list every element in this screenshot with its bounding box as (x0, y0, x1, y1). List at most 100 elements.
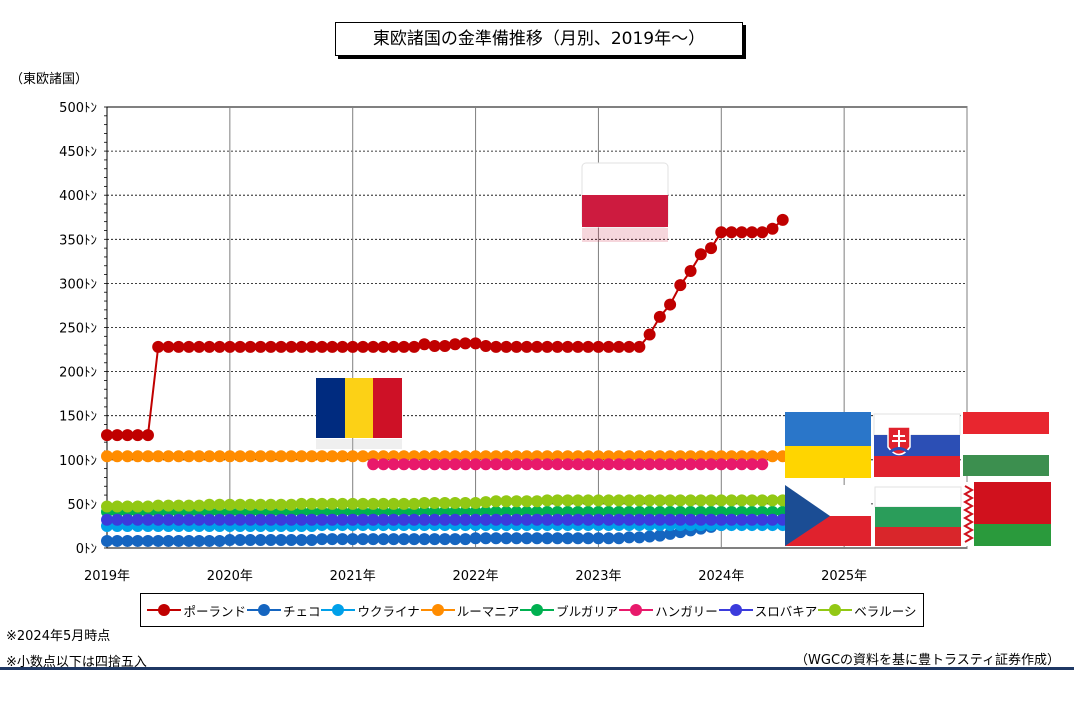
data-point (213, 450, 226, 463)
data-point (715, 513, 728, 526)
data-point (602, 532, 615, 545)
data-point (571, 340, 584, 353)
x-tick-label: 2022年 (453, 569, 499, 584)
data-point (571, 494, 584, 507)
data-point (397, 497, 410, 510)
data-point (141, 429, 154, 442)
data-point (234, 340, 247, 353)
data-point (234, 498, 247, 511)
data-point (541, 513, 554, 526)
data-point (449, 338, 462, 351)
data-point (459, 533, 472, 546)
data-point (664, 298, 677, 311)
data-point (561, 340, 574, 353)
data-point (101, 534, 113, 547)
data-point (418, 458, 431, 471)
data-point (643, 328, 656, 341)
data-point (182, 499, 195, 512)
data-point (582, 513, 595, 526)
ukraine-flag-icon (785, 412, 871, 478)
data-point (131, 500, 144, 513)
flags (316, 162, 1051, 546)
data-point (664, 458, 677, 471)
data-point (592, 458, 605, 471)
data-point (602, 513, 615, 526)
legend-swatch (619, 604, 654, 616)
data-point (459, 458, 472, 471)
x-tick-label: 2025年 (821, 569, 867, 584)
data-point (336, 340, 349, 353)
data-point (510, 513, 523, 526)
data-point (582, 532, 595, 545)
data-point (305, 534, 318, 547)
data-point (520, 340, 533, 353)
data-point (326, 497, 339, 510)
data-point (397, 533, 410, 546)
data-point (346, 533, 359, 546)
grid (104, 106, 968, 549)
czech-flag-icon (785, 485, 871, 546)
data-point (510, 458, 523, 471)
data-point (182, 340, 195, 353)
data-point (582, 458, 595, 471)
data-point (725, 494, 738, 507)
legend-swatch (147, 604, 182, 616)
data-point (428, 513, 441, 526)
data-point (346, 450, 359, 463)
data-point (551, 458, 564, 471)
data-point (264, 534, 277, 547)
data-point (735, 226, 748, 239)
data-point (469, 513, 482, 526)
data-point (520, 513, 533, 526)
data-point (520, 458, 533, 471)
data-point (111, 534, 124, 547)
legend-item: ブルガリア (520, 601, 618, 620)
chart-title: 東欧諸国の金準備推移（月別、2019年～） (335, 22, 743, 56)
data-point (746, 494, 758, 507)
data-point (428, 533, 441, 546)
legend-item: ウクライナ (321, 601, 420, 620)
data-point (500, 513, 513, 526)
data-point (694, 248, 707, 261)
data-point (623, 531, 636, 544)
data-point (623, 513, 636, 526)
data-point (428, 458, 441, 471)
data-point (766, 513, 779, 526)
data-point (449, 513, 462, 526)
data-point (295, 450, 308, 463)
data-point (131, 429, 144, 442)
data-point (275, 340, 288, 353)
data-point (643, 513, 656, 526)
data-point (571, 532, 584, 545)
data-point (285, 534, 298, 547)
data-point (316, 513, 328, 526)
data-point (295, 534, 308, 547)
data-point (121, 500, 134, 513)
data-point (162, 513, 175, 526)
data-point (643, 458, 656, 471)
legend-swatch (818, 604, 853, 616)
data-point (244, 450, 257, 463)
data-point (111, 429, 124, 442)
data-point (213, 513, 226, 526)
data-point (735, 513, 748, 526)
legend-item: ポーランド (147, 601, 246, 620)
data-point (172, 450, 185, 463)
data-point (387, 513, 400, 526)
data-point (479, 496, 492, 509)
data-point (643, 494, 656, 507)
data-point (408, 513, 421, 526)
data-point (633, 458, 646, 471)
data-point (612, 513, 625, 526)
bulgaria-flag-icon (874, 486, 962, 546)
rounding-note: ※小数点以下は四捨五入 (6, 655, 147, 670)
data-point (172, 340, 185, 353)
data-point (305, 450, 318, 463)
data-point (254, 340, 267, 353)
data-point (664, 513, 677, 526)
y-ticks: 0ﾄﾝ 50ﾄﾝ 100ﾄﾝ 150ﾄﾝ 200ﾄﾝ 250ﾄﾝ 300ﾄﾝ 350ﾄﾝ 400… (59, 101, 97, 557)
hungary-flag-icon (963, 412, 1049, 476)
data-point (356, 513, 369, 526)
data-point (367, 497, 380, 510)
data-point (653, 529, 666, 542)
